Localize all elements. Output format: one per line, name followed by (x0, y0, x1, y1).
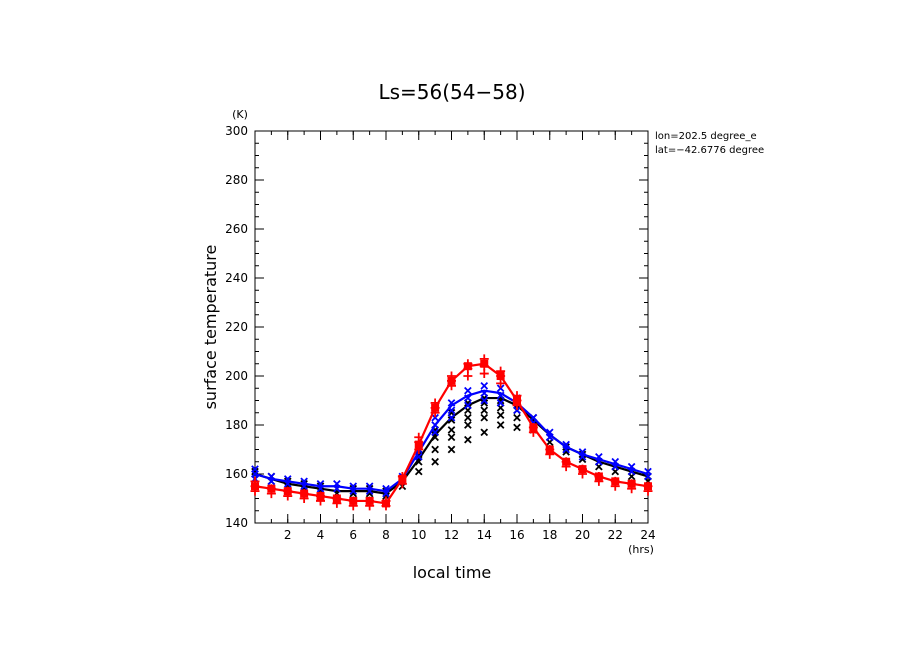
scatter-point (480, 428, 489, 437)
x-tick-label: 20 (575, 528, 590, 542)
y-tick-label: 160 (225, 467, 248, 481)
info-lon: lon=202.5 degree_e (655, 131, 757, 142)
scatter-point (513, 413, 521, 422)
scatter-point (464, 421, 472, 429)
chart-title: Ls=56(54−58) (378, 80, 525, 104)
scatter-point (447, 433, 456, 442)
x-tick-label: 14 (477, 528, 492, 542)
scatter-point (464, 386, 472, 395)
series-mean-marker (316, 492, 325, 501)
series-mean-marker (332, 494, 341, 503)
scatter-point (513, 423, 521, 432)
series-mean-marker (545, 445, 554, 454)
scatter-point (496, 421, 505, 429)
x-unit-label: (hrs) (628, 543, 654, 556)
series-1 (251, 381, 652, 498)
axes-layer: 2 4 6 8 10 12 14 16 18 20 22 2414016018020022024026… (225, 124, 656, 542)
x-tick-label: 18 (542, 528, 557, 542)
scatter-point (545, 428, 554, 437)
series-mean-marker (267, 484, 276, 493)
scatter-point (496, 399, 505, 407)
series-mean-marker (463, 362, 472, 371)
plot-frame (254, 130, 649, 524)
series-mean-marker (594, 472, 603, 481)
scatter-point (251, 465, 259, 473)
scatter-point (414, 467, 423, 476)
scatter-point (513, 406, 521, 415)
y-tick-label: 220 (225, 320, 248, 334)
y-tick-label: 240 (225, 271, 248, 285)
x-tick-label: 12 (444, 528, 459, 542)
scatter-point (480, 406, 489, 415)
info-lat: lat=−42.6776 degree (655, 145, 764, 156)
scatter-point (496, 411, 505, 420)
series-mean-marker (300, 489, 309, 498)
y-tick-label: 200 (225, 369, 248, 383)
series-mean-marker (578, 465, 587, 474)
series-mean-marker (349, 496, 358, 505)
scatter-point (480, 396, 489, 405)
scatter-point (464, 413, 472, 422)
series-mean-marker (283, 487, 292, 496)
scatter-point (431, 445, 439, 454)
x-tick-label: 8 (382, 528, 390, 542)
series-mean-marker (644, 482, 652, 491)
series-mean-marker (365, 496, 374, 505)
y-tick-label: 180 (225, 418, 248, 432)
scatter-point (447, 445, 456, 454)
scatter-point (496, 384, 505, 393)
y-tick-label: 280 (225, 173, 248, 187)
x-tick-label: 4 (317, 528, 325, 542)
series-2 (250, 354, 653, 511)
x-tick-label: 10 (411, 528, 426, 542)
series-mean-marker (414, 440, 423, 449)
scatter-point (431, 457, 439, 466)
series-mean-marker (251, 482, 259, 491)
y-tick-label: 140 (225, 516, 248, 530)
scatter-point (480, 381, 489, 390)
scatter-point (431, 413, 439, 422)
y-tick-label: 260 (225, 222, 248, 236)
series-mean-marker (382, 499, 390, 508)
data-layer (250, 354, 653, 511)
scatter-point (447, 413, 456, 422)
x-tick-label: 16 (509, 528, 524, 542)
scatter-point (447, 426, 456, 434)
series-0 (251, 391, 652, 500)
scatter-point (480, 413, 489, 422)
series-line (254, 389, 649, 493)
series-mean-marker (398, 474, 407, 483)
y-unit-label: (K) (232, 108, 248, 121)
series-mean-marker (529, 423, 538, 432)
x-axis-title: local time (413, 563, 492, 582)
x-tick-label: 6 (349, 528, 357, 542)
series-mean-marker (431, 403, 440, 412)
x-tick-label: 22 (608, 528, 623, 542)
x-tick-label: 24 (640, 528, 655, 542)
series-mean-marker (562, 457, 571, 466)
scatter-point (447, 416, 456, 424)
series-mean-marker (513, 396, 521, 405)
series-mean-marker (627, 479, 636, 488)
y-axis-title: surface temperature (201, 245, 220, 410)
series-mean-marker (447, 376, 456, 385)
scatter-point (464, 401, 472, 410)
x-tick-label: 2 (284, 528, 292, 542)
y-tick-label: 300 (225, 124, 248, 138)
series-mean-marker (480, 359, 489, 368)
series-mean-marker (611, 477, 620, 486)
series-mean-marker (496, 372, 505, 380)
scatter-point (464, 435, 472, 444)
